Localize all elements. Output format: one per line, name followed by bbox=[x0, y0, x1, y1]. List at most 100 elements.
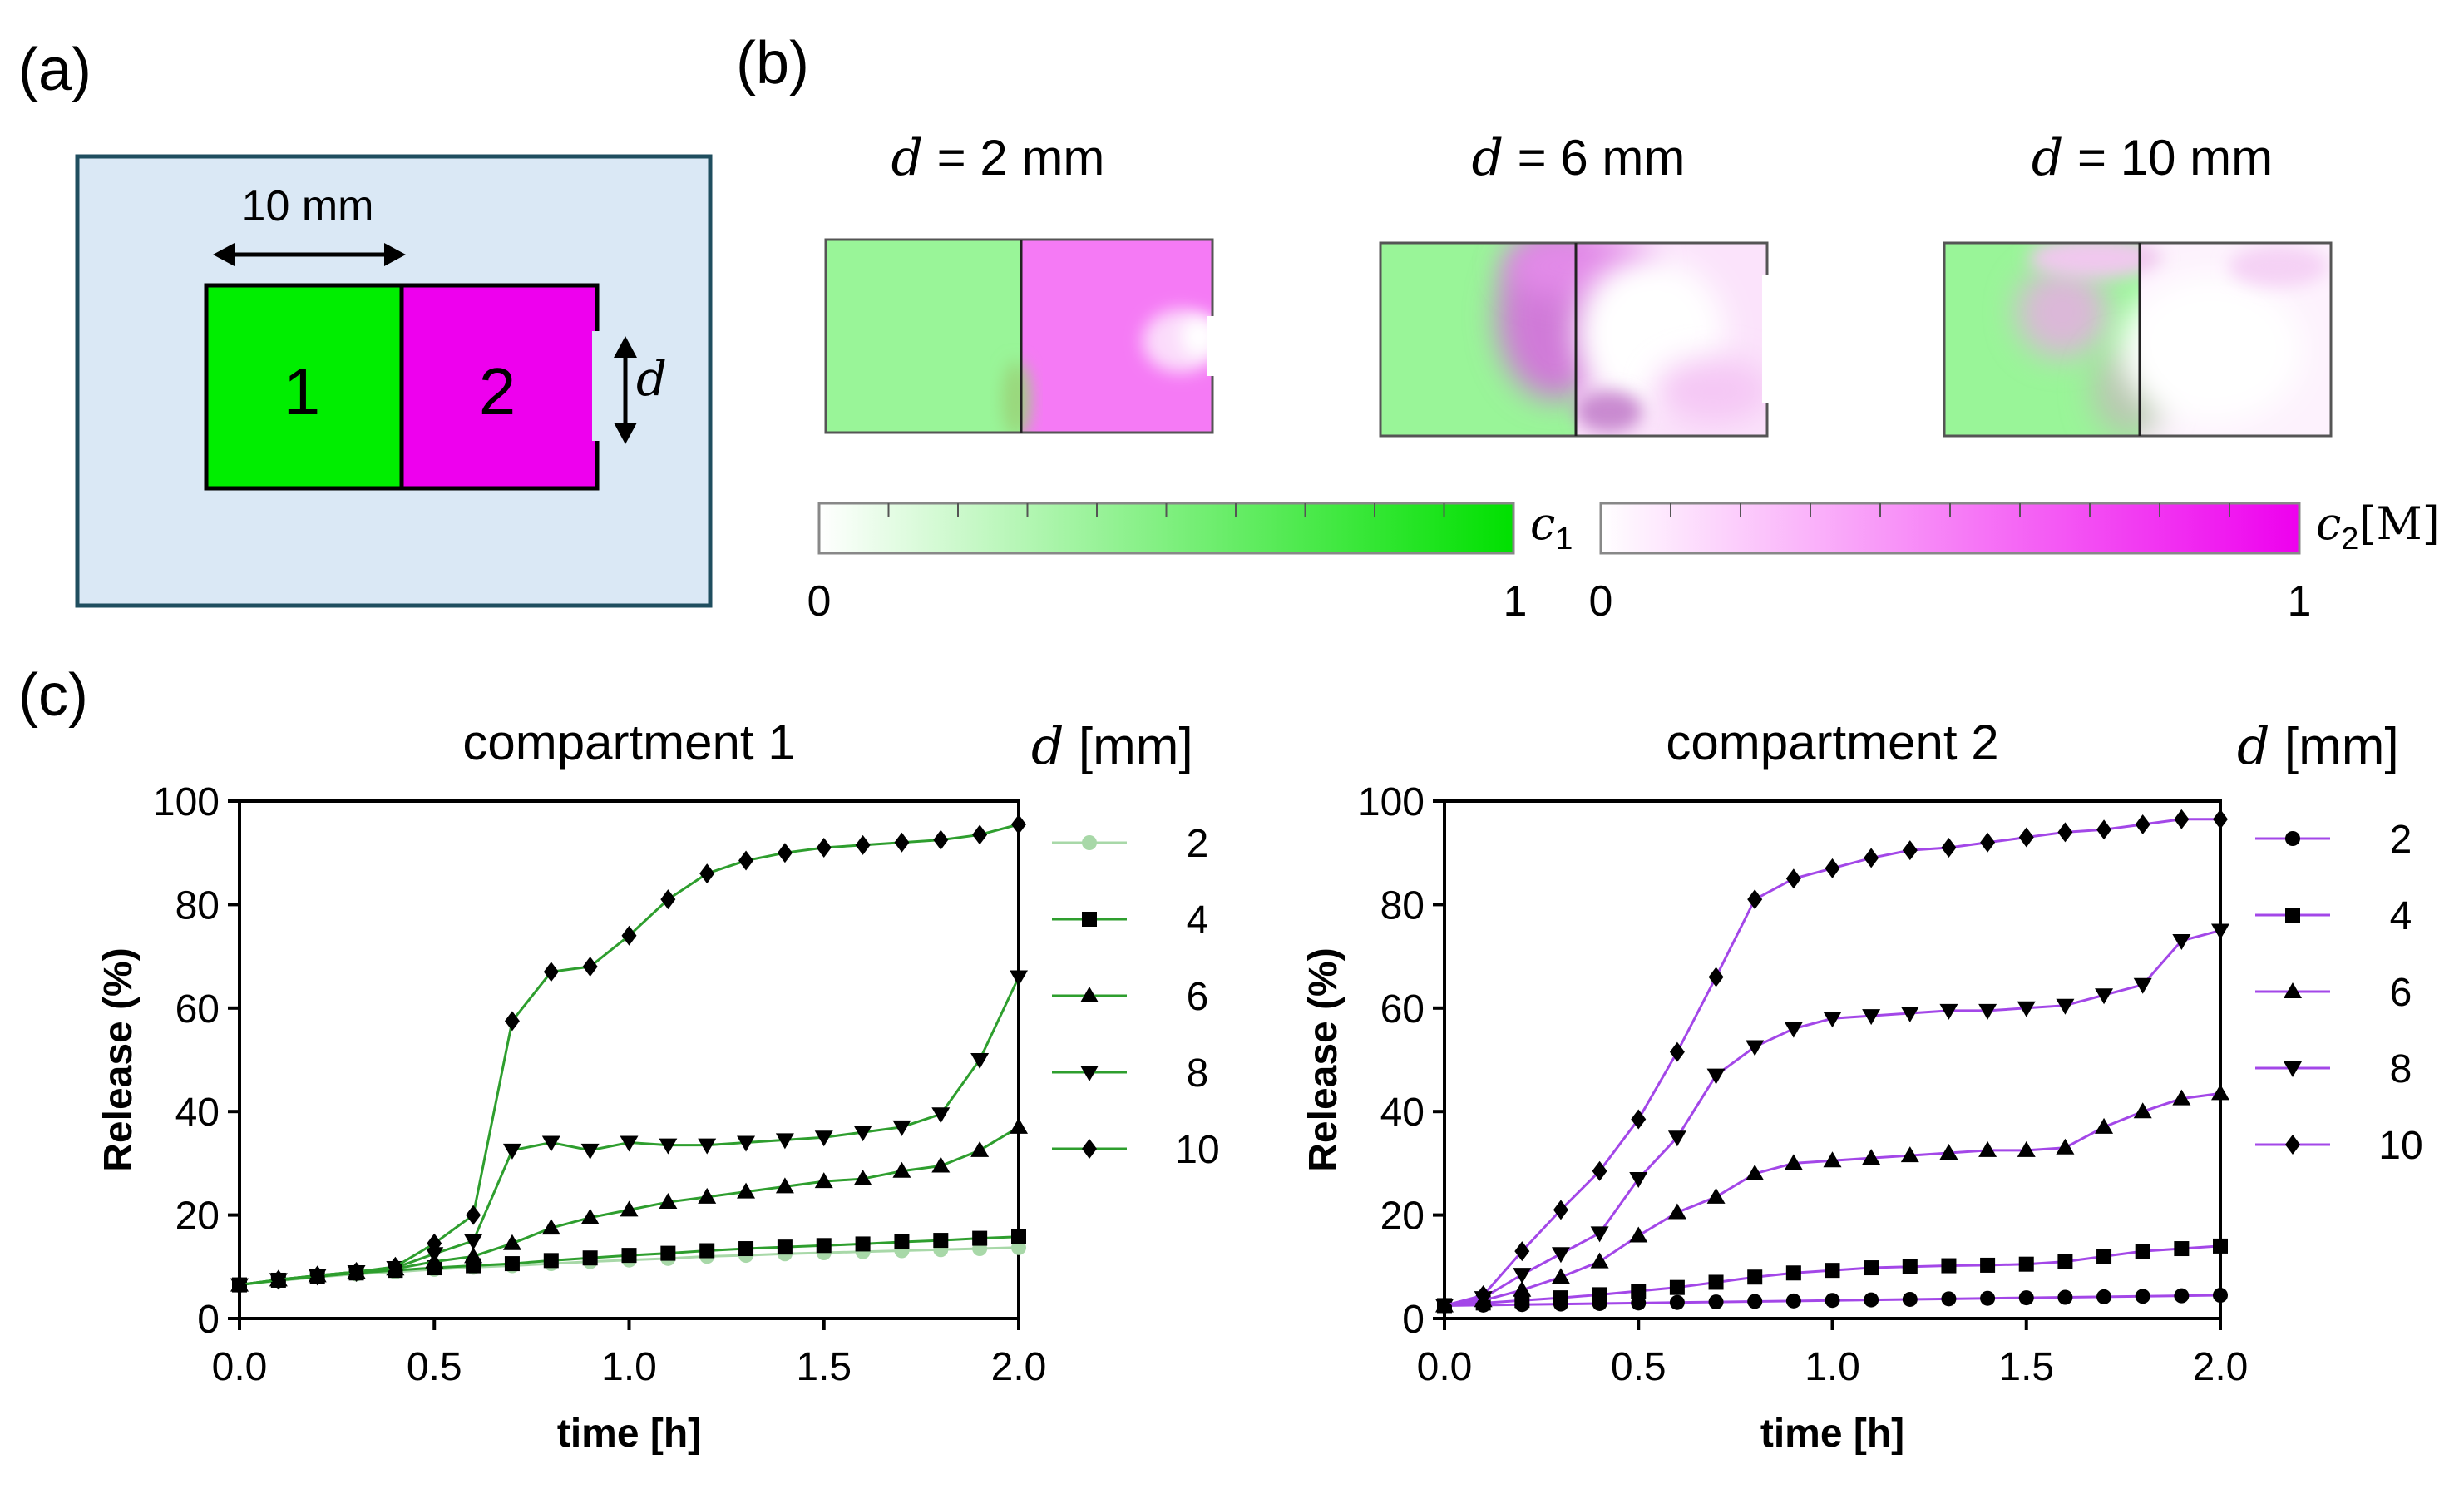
y-tick-label: 20 bbox=[1380, 1195, 1425, 1239]
legend-label-d4: 4 bbox=[1187, 898, 1209, 942]
width-label: 10 mm bbox=[242, 182, 374, 230]
y-tick-label: 100 bbox=[1358, 780, 1425, 824]
data-point-d6 bbox=[853, 1170, 872, 1186]
data-point-d8 bbox=[1590, 1226, 1609, 1243]
chart-title: compartment 2 bbox=[1666, 715, 1998, 770]
data-point-d6 bbox=[1746, 1164, 1765, 1180]
d-symbol-a: d bbox=[636, 350, 667, 407]
legend-label-d2: 2 bbox=[2390, 818, 2412, 862]
data-point-d8 bbox=[2133, 977, 2152, 994]
data-point-d8 bbox=[425, 1247, 444, 1264]
data-point-d4 bbox=[1011, 1229, 1026, 1244]
data-point-d6 bbox=[775, 1177, 794, 1194]
data-point-d10 bbox=[1708, 967, 1724, 987]
data-point-d6 bbox=[2095, 1117, 2114, 1134]
data-point-d10 bbox=[816, 837, 832, 858]
data-point-d10 bbox=[1553, 1200, 1568, 1220]
data-point-d6 bbox=[814, 1172, 833, 1189]
data-point-d4 bbox=[2018, 1256, 2034, 1272]
y-tick-label: 60 bbox=[1380, 987, 1425, 1032]
d-arrow bbox=[614, 336, 637, 444]
x-axis-label: time [h] bbox=[1760, 1412, 1904, 1456]
data-point-d8 bbox=[1513, 1268, 1532, 1284]
data-point-d10 bbox=[1902, 840, 1918, 861]
chart-compartment-1: compartment 1 0 20 40 60 80 100 0.0 0.5 1.0 1.5 2.0… bbox=[96, 715, 1220, 1456]
data-point-d6 bbox=[737, 1182, 756, 1199]
data-point-d6 bbox=[970, 1140, 990, 1157]
data-point-d10 bbox=[738, 850, 754, 871]
data-point-d10 bbox=[543, 962, 559, 982]
data-point-d10 bbox=[1785, 868, 1801, 889]
compartment-1-label: 1 bbox=[284, 354, 321, 428]
colorbar-c2-max: 1 bbox=[2288, 577, 2312, 626]
simulation-d6 bbox=[1379, 241, 1772, 438]
data-point-d8 bbox=[970, 1053, 990, 1069]
data-point-d2 bbox=[1941, 1291, 1957, 1307]
data-point-d4 bbox=[1941, 1258, 1957, 1274]
data-point-d4 bbox=[1747, 1269, 1763, 1285]
data-point-d10 bbox=[660, 889, 676, 910]
data-point-d4 bbox=[816, 1238, 832, 1254]
data-point-d6 bbox=[2133, 1102, 2152, 1119]
data-point-d8 bbox=[1939, 1003, 1958, 1020]
data-point-d2 bbox=[2057, 1289, 2073, 1305]
y-tick-label: 60 bbox=[175, 987, 220, 1032]
data-point-d8 bbox=[1823, 1012, 1842, 1028]
data-point-d6 bbox=[464, 1247, 483, 1264]
y-axis-label: Release (%) bbox=[1301, 947, 1346, 1171]
data-point-d2 bbox=[2213, 1288, 2228, 1304]
data-point-d10 bbox=[466, 1205, 481, 1225]
data-point-d6 bbox=[1513, 1280, 1532, 1297]
data-point-d2 bbox=[2174, 1288, 2190, 1304]
width-arrow bbox=[213, 243, 406, 266]
data-point-d4 bbox=[1902, 1259, 1918, 1274]
data-point-d6 bbox=[2056, 1138, 2075, 1155]
x-axis-label: time [h] bbox=[557, 1412, 701, 1456]
data-point-d4 bbox=[621, 1248, 637, 1264]
data-point-d8 bbox=[1551, 1247, 1570, 1264]
data-point-d2 bbox=[1825, 1293, 1840, 1309]
simulation-d10 bbox=[1943, 241, 2333, 438]
data-point-d10 bbox=[1011, 814, 1026, 834]
panel-c-label: (c) bbox=[18, 662, 88, 729]
data-point-d6 bbox=[1784, 1154, 1803, 1170]
data-point-d2 bbox=[2135, 1289, 2150, 1304]
legend-marker-d8 bbox=[1080, 1066, 1099, 1081]
data-point-d8 bbox=[1862, 1009, 1881, 1026]
legend-label-d10: 10 bbox=[2378, 1124, 2422, 1168]
data-point-d6 bbox=[1900, 1146, 1919, 1163]
legend-marker-d2 bbox=[1082, 835, 1097, 850]
data-point-d6 bbox=[1978, 1140, 1997, 1157]
chart-title: compartment 1 bbox=[462, 715, 795, 770]
data-point-d6 bbox=[1629, 1226, 1648, 1243]
data-point-d8 bbox=[1784, 1022, 1803, 1038]
y-tick-label: 40 bbox=[1380, 1091, 1425, 1135]
data-point-d2 bbox=[1902, 1291, 1918, 1307]
colorbar-c2-label: c2[M] bbox=[2316, 497, 2440, 557]
data-point-d6 bbox=[698, 1187, 717, 1204]
data-point-d10 bbox=[1514, 1241, 1530, 1262]
y-tick-label: 0 bbox=[1402, 1298, 1425, 1342]
data-point-d10 bbox=[933, 829, 949, 850]
data-point-d10 bbox=[309, 1265, 325, 1286]
data-point-d6 bbox=[1010, 1117, 1028, 1134]
legend-marker-d2 bbox=[2285, 831, 2300, 846]
sim-title-3: d = 10 mm bbox=[2032, 129, 2273, 187]
data-point-d8 bbox=[1629, 1172, 1648, 1189]
data-point-d2 bbox=[2096, 1289, 2112, 1304]
data-point-d6 bbox=[1590, 1252, 1609, 1269]
data-point-d4 bbox=[2096, 1249, 2112, 1264]
opening-gap bbox=[592, 331, 604, 441]
legend-label-d2: 2 bbox=[1187, 822, 1209, 866]
data-point-d6 bbox=[580, 1208, 600, 1224]
data-point-d8 bbox=[2056, 998, 2075, 1015]
colorbar-c2 bbox=[1599, 502, 2301, 555]
data-point-d6 bbox=[1862, 1149, 1881, 1165]
x-tick-label: 0.5 bbox=[1611, 1345, 1667, 1389]
data-point-d8 bbox=[737, 1135, 756, 1152]
data-point-d6 bbox=[931, 1156, 951, 1173]
plot-frame bbox=[1443, 799, 2222, 1320]
legend-marker-d10 bbox=[1082, 1139, 1097, 1159]
data-point-d8 bbox=[2095, 988, 2114, 1005]
legend-marker-d6 bbox=[1080, 987, 1099, 1002]
